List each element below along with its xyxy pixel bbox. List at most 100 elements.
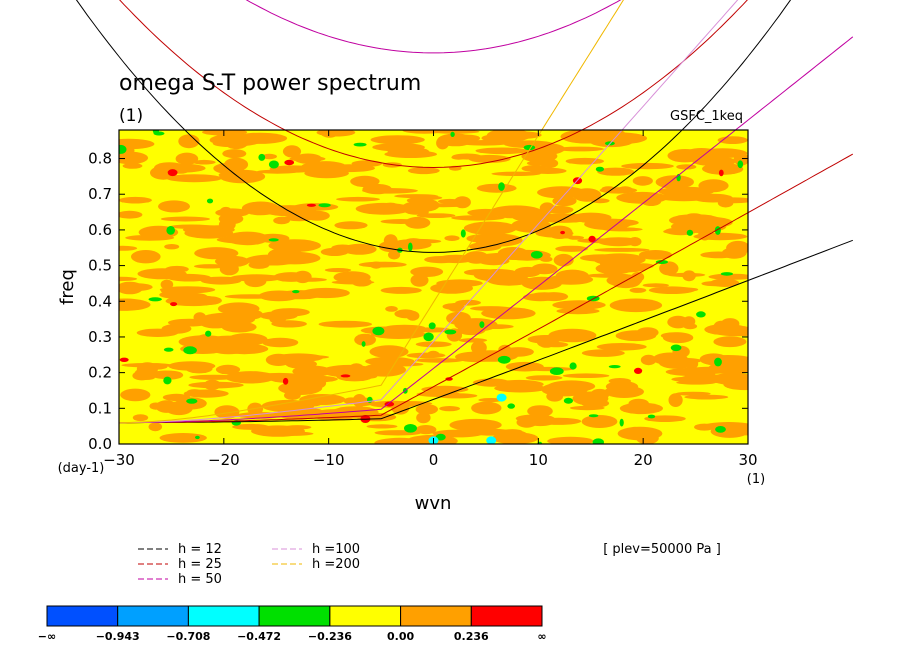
field-patch-green — [714, 357, 722, 367]
field-patch-green — [530, 251, 543, 259]
field-patch-orange — [354, 333, 376, 346]
x-tick-label: −10 — [313, 451, 345, 469]
y-tick-label: 0.2 — [88, 364, 112, 382]
field-patch-orange — [336, 196, 380, 202]
field-patch-orange — [416, 412, 431, 424]
field-patch-green — [460, 229, 466, 238]
field-patch-orange — [547, 380, 596, 393]
field-patch-orange — [282, 145, 302, 158]
field-patch-orange — [502, 429, 523, 435]
field-patch-green — [619, 418, 624, 427]
field-patch-green — [268, 160, 279, 169]
legend-label: h = 12 — [178, 542, 222, 557]
dataset-label: GSFC_1keq — [670, 109, 743, 124]
field-patch-orange — [366, 424, 398, 429]
y-tick-label: 0.0 — [88, 435, 112, 453]
colorbar-label: −∞ — [38, 630, 56, 643]
field-patch-orange — [209, 133, 263, 147]
field-patch-orange — [383, 234, 398, 248]
field-patch-green — [361, 341, 366, 347]
field-patch-orange — [307, 377, 327, 389]
field-patch-orange — [476, 183, 517, 193]
field-patch-orange — [632, 176, 653, 186]
field-patch-orange — [402, 130, 447, 134]
field-patch-red — [445, 377, 453, 381]
field-patch-green — [655, 260, 669, 264]
field-patch-orange — [178, 134, 200, 149]
field-patch-green — [205, 330, 212, 337]
field-patch-orange — [119, 138, 155, 150]
field-patch-orange — [552, 195, 577, 207]
field-patch-orange — [556, 308, 600, 315]
field-patch-orange — [262, 337, 299, 348]
field-patch-orange — [700, 369, 716, 381]
field-patch-green — [153, 131, 165, 136]
field-patch-orange — [566, 136, 596, 141]
field-patch-orange — [553, 253, 574, 267]
y-tick-label: 0.4 — [88, 292, 112, 310]
field-patch-orange — [596, 343, 647, 351]
field-patch-red — [588, 235, 596, 243]
field-patch-orange — [713, 336, 747, 348]
colorbar-label: 0.236 — [454, 630, 489, 643]
field-patch-orange — [289, 155, 326, 162]
field-patch-orange — [702, 162, 743, 175]
field-patch-orange — [516, 417, 538, 428]
field-patch-orange — [594, 247, 650, 252]
field-patch-orange — [380, 286, 422, 294]
curve-eastward-h50 — [119, 36, 854, 424]
field-patch-orange — [407, 167, 440, 175]
field-patch-orange — [410, 195, 443, 200]
field-patch-orange — [504, 249, 528, 256]
field-patch-orange — [457, 324, 486, 336]
y-tick-label: 0.5 — [88, 257, 112, 275]
field-patch-orange — [160, 216, 210, 222]
field-patch-orange — [219, 206, 233, 218]
curve-symmetric-h25 — [119, 0, 748, 169]
field-patch-orange — [214, 405, 240, 419]
field-patch-orange — [183, 389, 229, 398]
field-patch-orange — [270, 431, 314, 436]
field-patch-green — [318, 203, 331, 208]
field-patch-orange — [415, 341, 452, 348]
field-patch-orange — [708, 273, 748, 280]
field-patch-orange — [273, 216, 290, 225]
field-patch-orange — [387, 146, 430, 158]
field-patch-orange — [648, 286, 696, 295]
field-patch-orange — [397, 238, 442, 244]
field-patch-red — [634, 367, 643, 374]
field-patch-orange — [451, 155, 466, 160]
colorbar-segment — [46, 605, 119, 627]
field-patch-orange — [320, 247, 349, 256]
field-patch-orange — [122, 163, 143, 169]
field-patch-red — [167, 169, 178, 177]
colorbar-label: ∞ — [537, 630, 546, 643]
field-patch-orange — [416, 391, 461, 397]
field-patch-orange — [663, 229, 680, 234]
field-patch-green — [569, 362, 577, 370]
field-patch-orange — [683, 323, 698, 330]
field-patch-green — [720, 272, 734, 276]
field-patch-orange — [701, 281, 730, 287]
field-patch-orange — [631, 272, 645, 282]
field-patch-orange — [715, 197, 748, 204]
curve-eastward-h200 — [119, 0, 624, 424]
field-patch-orange — [528, 407, 552, 417]
field-patch-orange — [415, 425, 437, 435]
field-patch-orange — [555, 269, 589, 282]
field-patch-orange — [677, 216, 733, 229]
field-patch-orange — [247, 206, 298, 212]
field-patch-orange — [158, 200, 190, 213]
x-tick-label: 0 — [429, 451, 439, 469]
field-patch-orange — [463, 269, 500, 276]
field-patch-orange — [320, 130, 339, 138]
field-patch-orange — [349, 363, 364, 373]
field-patch-orange — [471, 401, 502, 415]
field-patch-orange — [226, 333, 268, 346]
field-patch-green — [563, 397, 574, 404]
field-patch-orange — [662, 332, 694, 344]
field-patch-orange — [451, 215, 505, 221]
field-patch-orange — [388, 250, 401, 260]
y-tick-label: 0.3 — [88, 328, 112, 346]
